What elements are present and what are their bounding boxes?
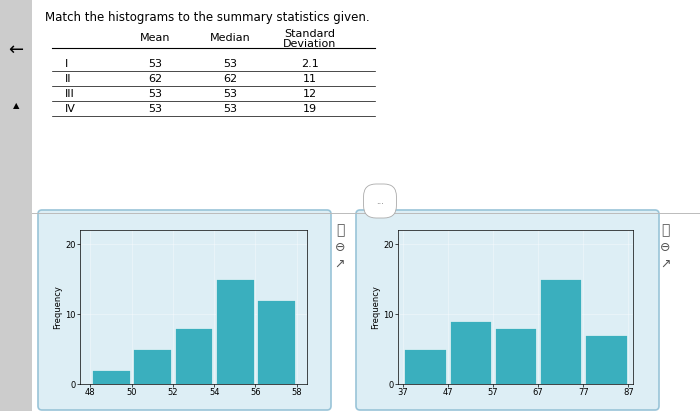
Text: I: I bbox=[65, 59, 69, 69]
Text: II: II bbox=[65, 74, 71, 84]
Text: Match the histograms to the summary statistics given.: Match the histograms to the summary stat… bbox=[45, 11, 370, 24]
Text: 11: 11 bbox=[303, 74, 317, 84]
Text: 53: 53 bbox=[223, 89, 237, 99]
Text: 62: 62 bbox=[223, 74, 237, 84]
Bar bbox=[540, 279, 582, 384]
Text: III: III bbox=[65, 89, 75, 99]
Y-axis label: Frequency: Frequency bbox=[372, 285, 381, 329]
Bar bbox=[174, 328, 213, 384]
Text: Median: Median bbox=[209, 33, 251, 43]
Text: ↗: ↗ bbox=[659, 258, 671, 271]
Bar bbox=[585, 335, 626, 384]
Bar bbox=[405, 349, 446, 384]
Text: 53: 53 bbox=[148, 104, 162, 114]
Text: ▲: ▲ bbox=[13, 101, 20, 110]
Text: Standard: Standard bbox=[284, 29, 335, 39]
Text: 19: 19 bbox=[303, 104, 317, 114]
FancyBboxPatch shape bbox=[38, 210, 331, 410]
Bar bbox=[449, 321, 491, 384]
Text: ↗: ↗ bbox=[335, 258, 345, 271]
Bar bbox=[216, 279, 254, 384]
Text: 2.1: 2.1 bbox=[301, 59, 319, 69]
Text: ⊖: ⊖ bbox=[335, 241, 345, 254]
Text: 12: 12 bbox=[303, 89, 317, 99]
Text: ...: ... bbox=[376, 196, 384, 206]
Text: ←: ← bbox=[8, 41, 24, 59]
FancyBboxPatch shape bbox=[356, 210, 659, 410]
Y-axis label: Frequency: Frequency bbox=[54, 285, 62, 329]
Bar bbox=[495, 328, 536, 384]
Bar bbox=[133, 349, 172, 384]
Text: 53: 53 bbox=[148, 89, 162, 99]
Bar bbox=[92, 370, 130, 384]
Bar bbox=[0, 0, 32, 411]
Text: ⊖: ⊖ bbox=[659, 241, 671, 254]
Text: IV: IV bbox=[65, 104, 76, 114]
Text: 53: 53 bbox=[223, 104, 237, 114]
Text: 53: 53 bbox=[148, 59, 162, 69]
Bar bbox=[257, 300, 295, 384]
Text: ⌕: ⌕ bbox=[661, 223, 669, 237]
Text: Deviation: Deviation bbox=[284, 39, 337, 49]
Text: Mean: Mean bbox=[140, 33, 170, 43]
Text: ⌕: ⌕ bbox=[336, 223, 344, 237]
Text: 62: 62 bbox=[148, 74, 162, 84]
Text: 53: 53 bbox=[223, 59, 237, 69]
